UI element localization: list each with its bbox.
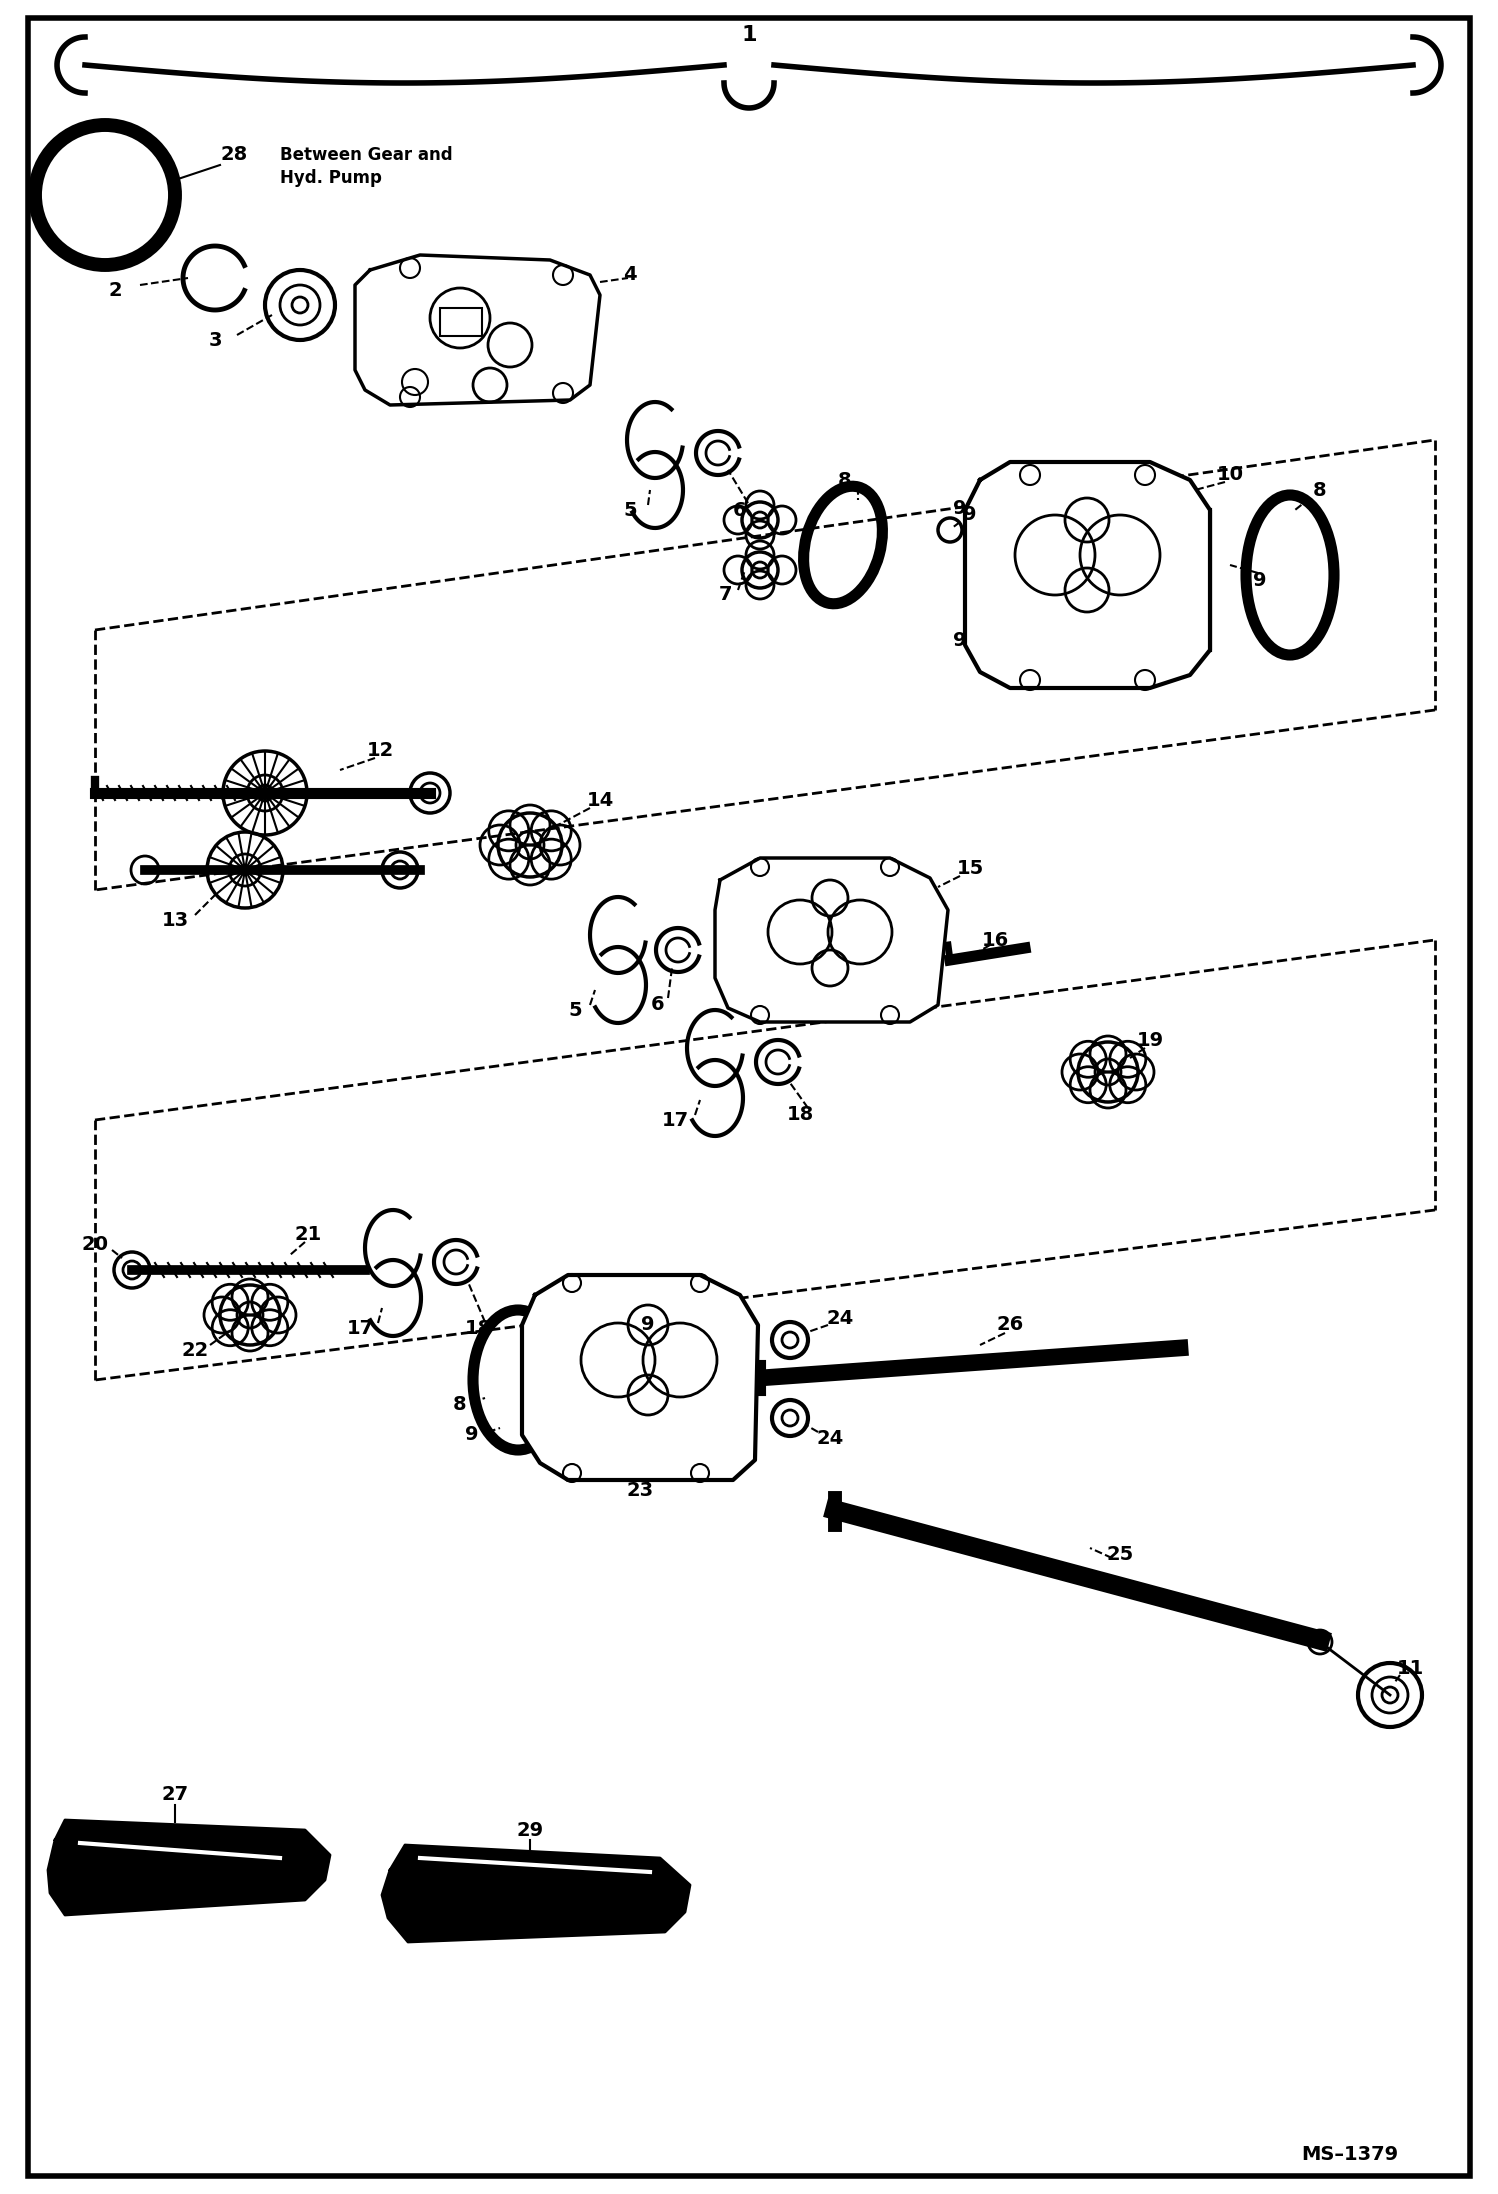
- Text: 10: 10: [1216, 465, 1243, 485]
- Text: 18: 18: [786, 1106, 813, 1126]
- Text: 5: 5: [568, 1000, 581, 1020]
- Text: 8: 8: [1314, 480, 1327, 500]
- Text: 4: 4: [623, 265, 637, 285]
- Text: 9: 9: [953, 630, 966, 649]
- Text: 23: 23: [626, 1481, 653, 1499]
- Text: 26: 26: [996, 1316, 1023, 1334]
- Bar: [440, 307, 482, 336]
- Polygon shape: [382, 1845, 691, 1942]
- Text: 9: 9: [641, 1316, 655, 1334]
- Text: 3: 3: [208, 331, 222, 349]
- Polygon shape: [965, 463, 1210, 689]
- Text: Hyd. Pump: Hyd. Pump: [280, 169, 382, 186]
- Text: 9: 9: [466, 1426, 479, 1444]
- Text: 29: 29: [517, 1821, 544, 1839]
- Text: 2: 2: [108, 281, 121, 301]
- Text: 11: 11: [1396, 1659, 1423, 1678]
- Text: 24: 24: [827, 1308, 854, 1327]
- Polygon shape: [521, 1275, 758, 1481]
- Text: 9: 9: [1254, 570, 1267, 590]
- Polygon shape: [355, 255, 601, 406]
- Text: 17: 17: [346, 1319, 373, 1338]
- Text: 9: 9: [953, 498, 966, 518]
- Text: 22: 22: [181, 1341, 208, 1360]
- Text: 14: 14: [586, 790, 614, 810]
- Text: 7: 7: [718, 586, 731, 606]
- Text: 27: 27: [162, 1786, 189, 1803]
- Text: 8: 8: [839, 470, 852, 489]
- Text: 24: 24: [816, 1428, 843, 1448]
- Text: 15: 15: [956, 858, 984, 878]
- Text: 6: 6: [652, 996, 665, 1014]
- Text: 1: 1: [742, 24, 756, 46]
- Polygon shape: [715, 858, 948, 1022]
- Text: 17: 17: [662, 1110, 689, 1130]
- Text: Between Gear and: Between Gear and: [280, 147, 452, 165]
- Text: MS–1379: MS–1379: [1302, 2146, 1399, 2165]
- Text: 18: 18: [464, 1319, 491, 1338]
- Text: 20: 20: [81, 1235, 108, 1255]
- Text: 8: 8: [454, 1395, 467, 1415]
- Text: 21: 21: [295, 1226, 322, 1244]
- Text: 13: 13: [162, 911, 189, 930]
- Text: 19: 19: [1137, 1031, 1164, 1049]
- Text: 12: 12: [367, 742, 394, 759]
- Text: 16: 16: [981, 930, 1008, 950]
- Text: 5: 5: [623, 500, 637, 520]
- Text: 28: 28: [220, 145, 247, 165]
- Text: 6: 6: [733, 500, 748, 520]
- Polygon shape: [48, 1821, 330, 1915]
- Text: 9: 9: [963, 505, 977, 524]
- Text: 25: 25: [1107, 1545, 1134, 1564]
